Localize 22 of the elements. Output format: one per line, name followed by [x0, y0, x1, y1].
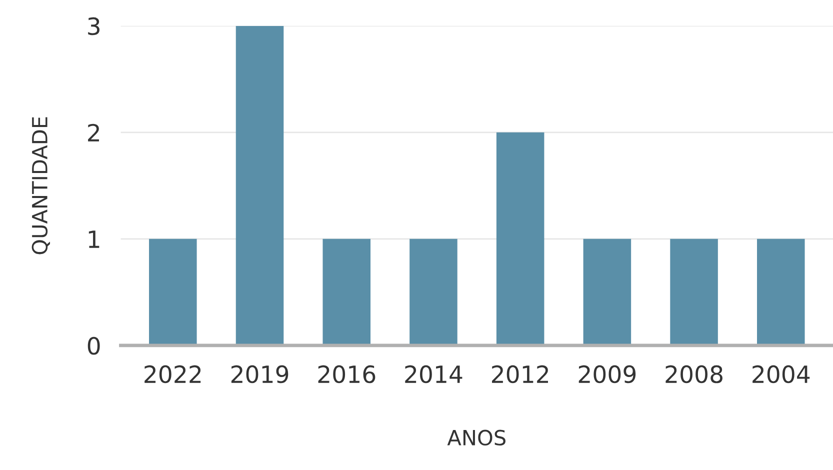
bar — [757, 238, 805, 346]
y-tick-label: 0 — [88, 336, 100, 355]
bar — [496, 132, 544, 346]
bar — [149, 238, 197, 346]
y-tick-label: 2 — [88, 124, 99, 142]
x-tick-label: 2022 — [144, 365, 201, 384]
bar — [670, 238, 718, 346]
y-tick-label: 3 — [88, 17, 100, 36]
x-tick-label: 2008 — [666, 365, 722, 384]
y-tick-label: 1 — [88, 230, 100, 248]
x-axis-title: ANOS — [447, 430, 506, 446]
bar — [236, 26, 284, 346]
bar — [322, 238, 370, 346]
bar — [410, 238, 458, 346]
x-tick-label: 2016 — [318, 365, 376, 384]
y-axis-title: QUANTIDADE — [32, 117, 50, 254]
bar — [583, 238, 632, 346]
x-tick-label: 2019 — [231, 365, 288, 384]
x-tick-label: 2004 — [752, 365, 810, 384]
x-tick-label: 2014 — [405, 365, 462, 384]
x-tick-label: 2012 — [492, 365, 548, 384]
x-tick-label: 2009 — [578, 365, 636, 384]
